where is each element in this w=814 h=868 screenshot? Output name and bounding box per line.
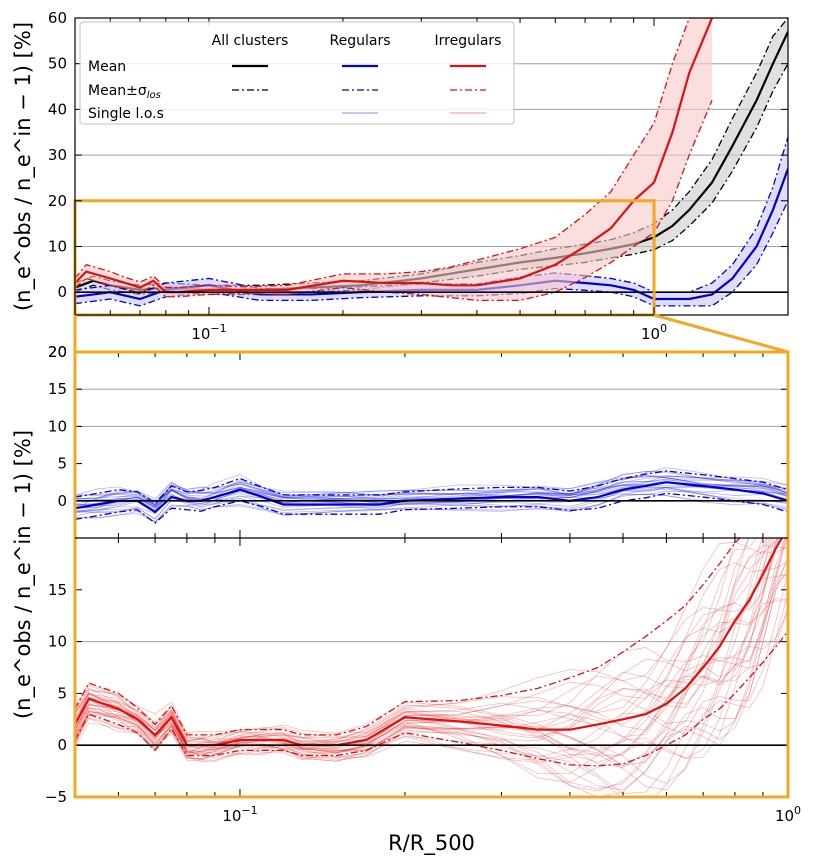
legend-row-label: Mean — [88, 59, 126, 75]
y-tick-label: 5 — [57, 684, 67, 702]
y-axis-label: (n_e^obs / n_e^in − 1) [%] — [11, 22, 36, 311]
single-los-line — [75, 555, 788, 790]
legend-col-header: Irregulars — [435, 33, 502, 49]
single-los-group — [75, 468, 788, 523]
single-los-line — [75, 505, 788, 745]
y-tick-label: 20 — [48, 192, 67, 210]
y-tick-label: 10 — [48, 417, 67, 435]
legend-col-header: All clusters — [212, 33, 289, 49]
y-tick-label: 0 — [57, 283, 67, 301]
single-los-line — [75, 504, 788, 750]
single-los-line — [75, 511, 788, 743]
single-los-line — [75, 515, 788, 753]
y-axis-label: (n_e^obs / n_e^in − 1) [%] — [11, 430, 36, 719]
y-tick-label: 0 — [57, 736, 67, 754]
y-tick-label: −5 — [45, 788, 67, 806]
y-tick-label: 10 — [48, 633, 67, 651]
y-tick-label: 30 — [48, 146, 67, 164]
single-los-line — [75, 529, 788, 742]
series-irregulars — [75, 497, 788, 766]
y-tick-label: 40 — [48, 100, 67, 118]
x-tick-label: 100 — [641, 322, 667, 343]
y-tick-label: 20 — [48, 343, 67, 361]
legend-row-label: Single l.o.s — [88, 106, 164, 122]
zoom-connector — [654, 315, 788, 352]
x-tick-label: 100 — [775, 804, 801, 825]
y-tick-label: 60 — [48, 9, 67, 27]
y-tick-label: 15 — [48, 581, 67, 599]
legend-col-header: Regulars — [330, 33, 391, 49]
x-tick-label: 10−1 — [222, 804, 257, 825]
y-tick-label: 10 — [48, 237, 67, 255]
single-los-line — [75, 504, 788, 749]
x-tick-label: 10−1 — [191, 322, 226, 343]
single-los-line — [75, 530, 788, 750]
y-tick-label: 15 — [48, 380, 67, 398]
y-tick-label: 5 — [57, 455, 67, 473]
x-axis-label: R/R_500 — [388, 831, 475, 856]
single-los-line — [75, 593, 788, 808]
y-tick-label: 50 — [48, 55, 67, 73]
y-tick-label: 0 — [57, 492, 67, 510]
